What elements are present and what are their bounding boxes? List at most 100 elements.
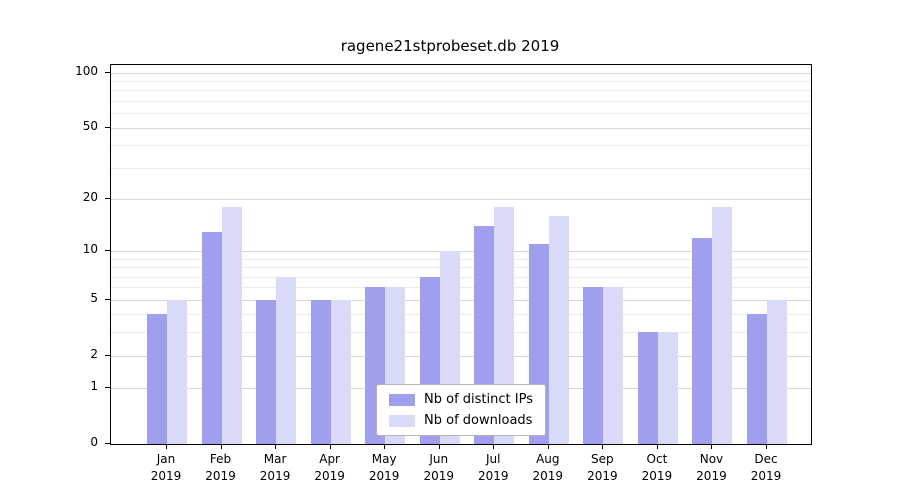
month-abbrev: Nov — [699, 452, 724, 466]
x-axis-month-label: Sep 2019 — [570, 451, 634, 485]
month-year: 2019 — [532, 468, 564, 483]
x-axis-tick-mark — [656, 445, 658, 449]
x-axis-month-label: Mar 2019 — [243, 451, 307, 485]
bar-downloads — [221, 207, 242, 444]
bar-downloads — [712, 207, 733, 444]
month-abbrev: Jul — [486, 452, 501, 466]
y-axis-tick-mark — [105, 197, 110, 199]
y-axis-tick-label: 100 — [75, 63, 98, 78]
x-axis-tick-mark — [220, 445, 222, 449]
gridline-minor — [111, 287, 811, 289]
x-axis-tick-mark — [547, 445, 549, 449]
gridline-minor — [111, 276, 811, 278]
gridline-major — [111, 198, 811, 200]
legend-label-distinct-ips: Nb of distinct IPs — [424, 392, 533, 407]
x-axis-month-label: Jul 2019 — [461, 451, 525, 485]
x-axis-month-label: Aug 2019 — [516, 451, 580, 485]
y-axis-tick-label: 50 — [82, 118, 98, 133]
month-year: 2019 — [368, 468, 400, 483]
y-axis-tick-label: 2 — [90, 346, 98, 361]
gridline-minor — [111, 113, 811, 115]
bar-distinct-ips — [310, 299, 331, 444]
month-year: 2019 — [205, 468, 236, 483]
x-axis-tick-mark — [766, 445, 767, 449]
bar-distinct-ips — [637, 332, 658, 444]
month-abbrev: Feb — [209, 452, 232, 466]
month-abbrev: May — [371, 452, 397, 466]
month-year: 2019 — [696, 468, 727, 483]
gridline-minor — [111, 258, 811, 260]
gridline-minor — [111, 314, 811, 316]
x-axis-tick-mark — [602, 445, 604, 449]
month-abbrev: Oct — [646, 452, 668, 466]
bar-downloads — [167, 299, 187, 444]
month-abbrev: Dec — [754, 452, 778, 466]
bar-downloads — [330, 299, 351, 444]
gridline-major — [111, 355, 811, 357]
x-axis-tick-mark — [438, 445, 440, 449]
bar-distinct-ips — [583, 287, 604, 444]
y-axis-tick-mark — [105, 387, 110, 389]
bar-downloads — [276, 276, 297, 444]
bar-downloads — [657, 332, 678, 444]
x-axis-month-label: Jun 2019 — [407, 451, 471, 485]
y-axis-tick-mark — [105, 443, 110, 444]
month-abbrev: Jun — [429, 452, 449, 466]
gridline-major — [111, 299, 811, 301]
gridline-minor — [111, 267, 811, 269]
month-abbrev: Aug — [536, 452, 560, 466]
y-axis-tick-label: 20 — [82, 189, 98, 204]
x-axis-tick-mark — [711, 445, 713, 449]
y-axis-tick-label: 1 — [90, 379, 98, 394]
x-axis-month-label: Oct 2019 — [625, 451, 689, 485]
bar-distinct-ips — [692, 237, 713, 444]
gridline-major — [111, 127, 811, 129]
bar-distinct-ips — [147, 314, 167, 444]
x-axis-tick-mark — [493, 445, 495, 449]
y-axis-tick-mark — [105, 126, 110, 128]
x-axis-month-label: Dec 2019 — [734, 451, 798, 485]
month-abbrev: Jan — [156, 452, 176, 466]
legend-swatch-distinct-ips — [389, 393, 416, 406]
x-axis-tick-mark — [384, 445, 386, 449]
gridline-major — [111, 251, 811, 253]
x-axis-tick-mark — [166, 445, 167, 449]
bar-downloads — [548, 216, 569, 444]
y-axis-tick-label: 5 — [90, 290, 98, 305]
gridline-minor — [111, 145, 811, 147]
y-axis-tick-label: 10 — [82, 242, 98, 257]
plot-area: Nb of distinct IPs Nb of downloads — [110, 64, 812, 445]
x-axis-month-label: May 2019 — [352, 451, 416, 485]
x-axis-tick-mark — [329, 445, 331, 449]
month-year: 2019 — [750, 468, 782, 483]
month-abbrev: Sep — [591, 452, 614, 466]
month-year: 2019 — [314, 468, 345, 483]
x-axis-month-label: Feb 2019 — [189, 451, 253, 485]
gridline-minor — [111, 332, 811, 334]
month-year: 2019 — [477, 468, 509, 483]
gridline-minor — [111, 100, 811, 102]
month-year: 2019 — [259, 468, 291, 483]
bar-distinct-ips — [256, 299, 277, 444]
gridline-minor — [111, 80, 811, 82]
x-axis-month-label: Apr 2019 — [298, 451, 362, 485]
y-axis-tick-mark — [105, 298, 110, 300]
month-abbrev: Apr — [319, 452, 340, 466]
legend-swatch-downloads — [389, 414, 416, 427]
gridline-minor — [111, 167, 811, 169]
legend-label-downloads: Nb of downloads — [424, 413, 533, 428]
month-year: 2019 — [641, 468, 673, 483]
chart-title: ragene21stprobeset.db 2019 — [340, 37, 560, 55]
x-axis-month-label: Nov 2019 — [679, 451, 743, 485]
x-axis-month-label: Jan 2019 — [134, 451, 198, 485]
y-axis-tick-mark — [105, 71, 110, 73]
y-axis-tick-mark — [105, 250, 110, 252]
bar-downloads — [767, 299, 787, 444]
legend-item-distinct-ips: Nb of distinct IPs — [389, 392, 533, 407]
bar-distinct-ips — [201, 231, 222, 444]
month-year: 2019 — [587, 468, 618, 483]
legend-item-downloads: Nb of downloads — [389, 413, 533, 428]
x-axis-tick-mark — [275, 445, 277, 449]
gridline-minor — [111, 90, 811, 92]
